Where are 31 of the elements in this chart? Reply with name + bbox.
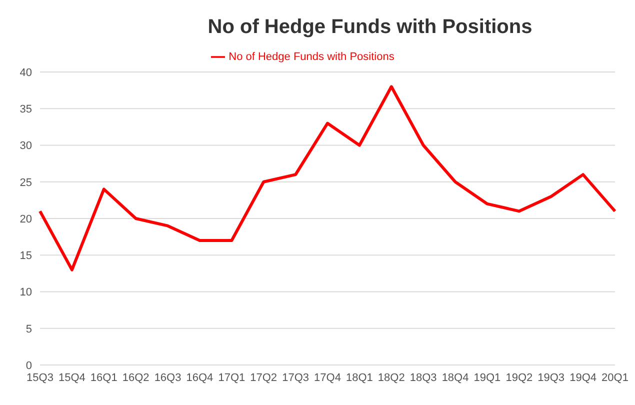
y-tick-label: 25 xyxy=(20,176,32,189)
x-tick-label: 18Q2 xyxy=(378,372,405,384)
y-tick-label: 20 xyxy=(20,213,32,226)
y-tick-label: 10 xyxy=(20,286,32,299)
x-tick-label: 16Q1 xyxy=(90,372,118,384)
x-tick-label: 19Q2 xyxy=(506,372,533,384)
x-tick-label: 17Q4 xyxy=(314,372,341,384)
x-tick-label: 17Q1 xyxy=(218,372,246,384)
chart-title: No of Hedge Funds with Positions xyxy=(206,16,534,39)
x-tick-label: 15Q4 xyxy=(58,372,86,384)
x-tick-label: 19Q3 xyxy=(538,372,565,384)
line-series xyxy=(38,85,616,272)
x-tick-label: 15Q3 xyxy=(26,372,54,384)
y-tick-label: 30 xyxy=(20,140,32,152)
legend-label: No of Hedge Funds with Positions xyxy=(228,50,394,63)
x-tick-label: 20Q1 xyxy=(602,372,628,384)
x-tick-label: 19Q4 xyxy=(570,372,597,384)
x-tick-label: 17Q3 xyxy=(282,372,310,384)
y-tick-label: 40 xyxy=(20,66,32,79)
x-tick-label: 16Q4 xyxy=(186,372,214,384)
y-tick-label: 0 xyxy=(26,360,32,372)
y-tick-label: 5 xyxy=(26,323,32,336)
x-tick-label: 18Q1 xyxy=(346,372,373,384)
y-tick-label: 35 xyxy=(20,104,32,116)
x-tick-label: 19Q1 xyxy=(474,372,501,384)
x-tick-label: 16Q3 xyxy=(154,372,182,384)
x-tick-label: 18Q4 xyxy=(442,372,469,384)
x-tick-label: 16Q2 xyxy=(122,372,150,384)
x-tick-label: 17Q2 xyxy=(250,372,278,384)
x-tick-label: 18Q3 xyxy=(410,372,437,384)
y-tick-label: 15 xyxy=(20,250,32,262)
